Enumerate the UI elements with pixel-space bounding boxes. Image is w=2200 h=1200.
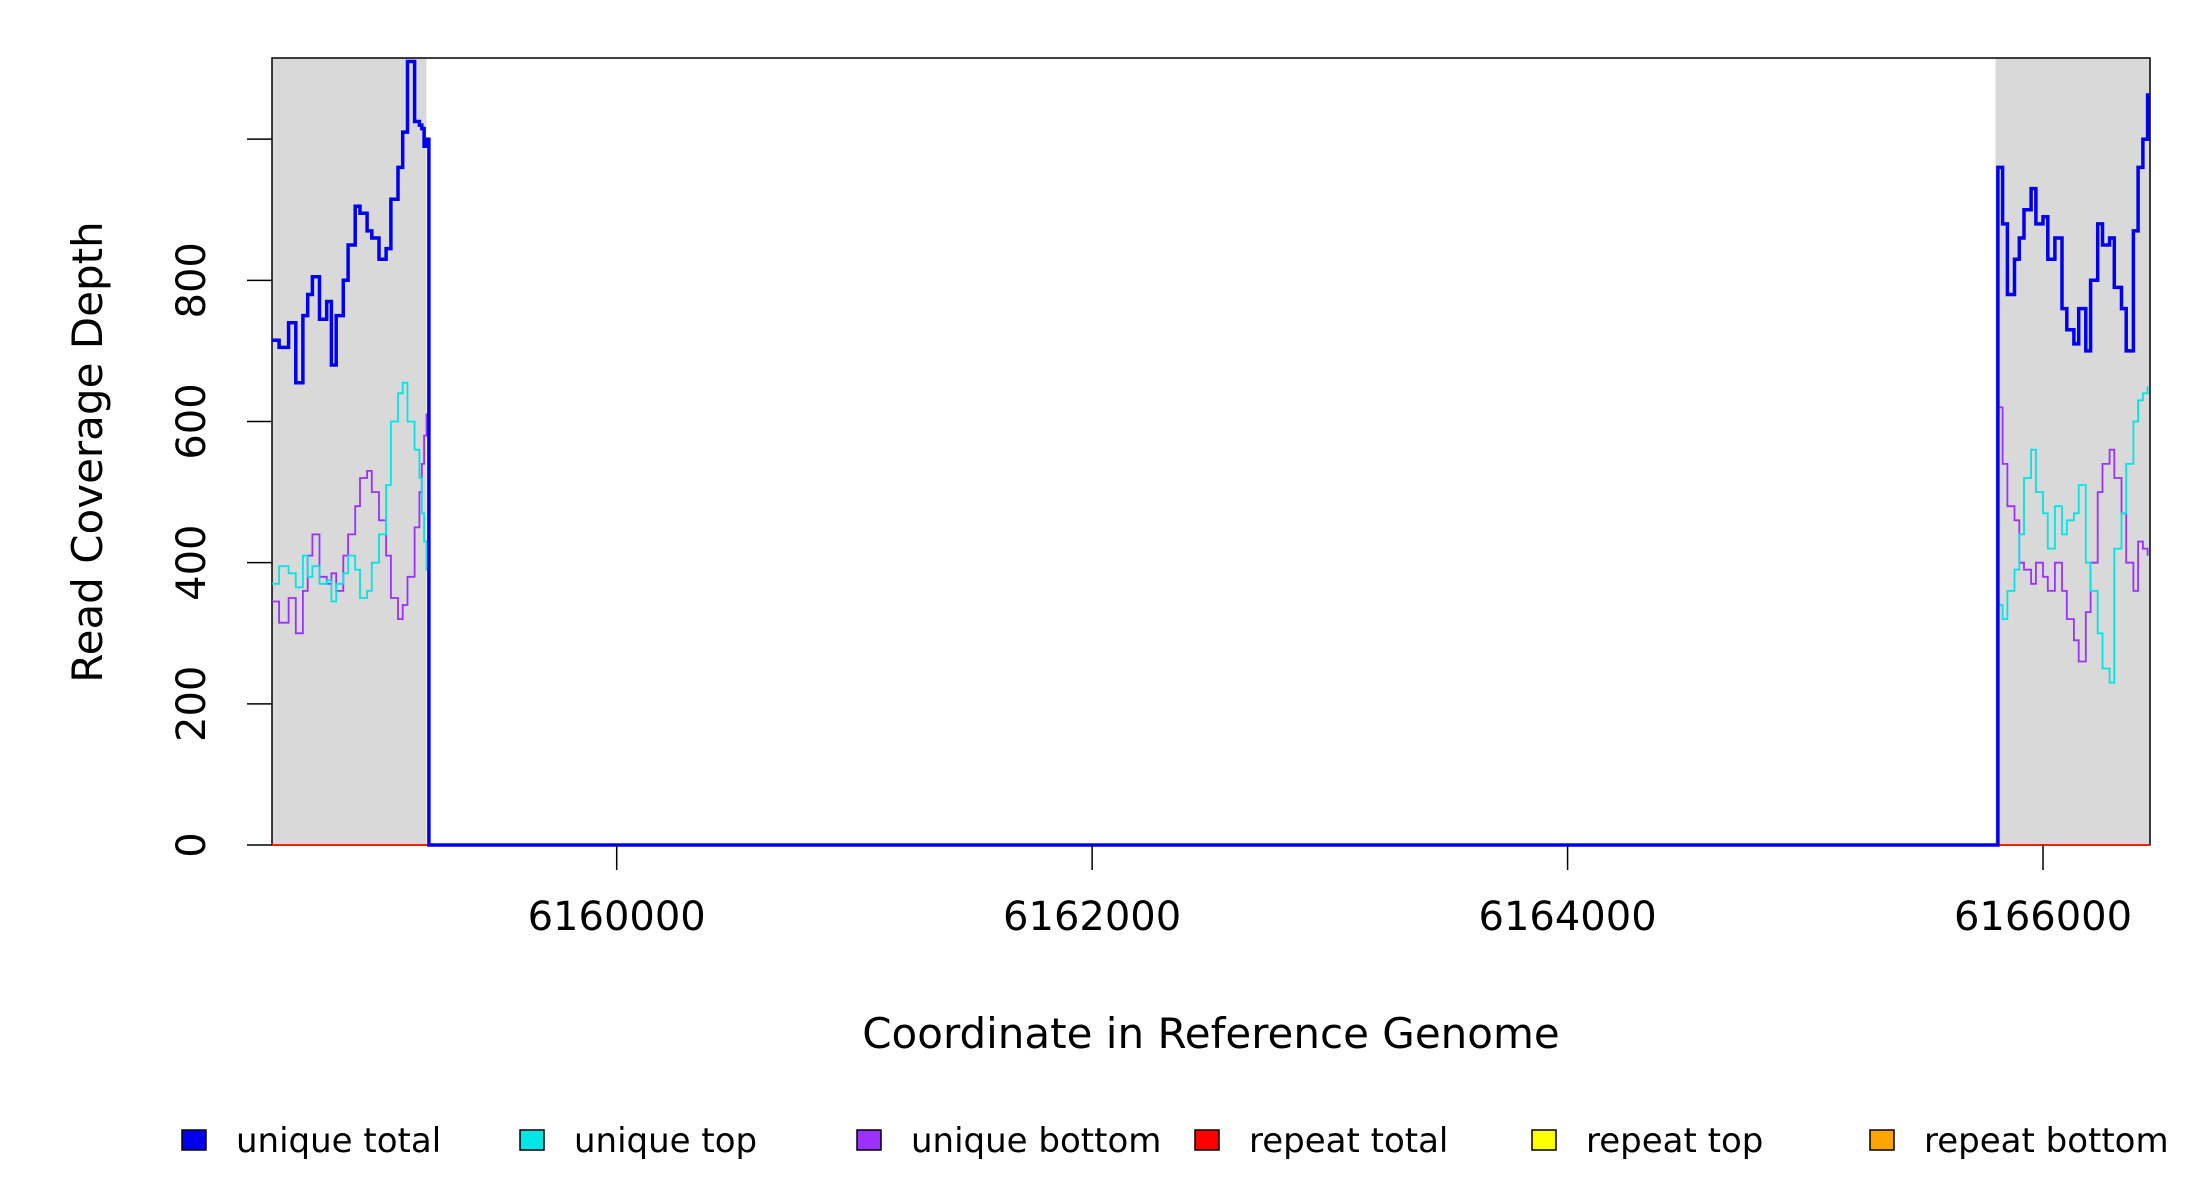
x-tick-label: 6164000 (1479, 894, 1657, 940)
series-line-unique-total (272, 59, 2150, 847)
x-tick-label: 6162000 (1003, 894, 1181, 940)
plot-frame (271, 57, 2151, 846)
y-tick-label: 600 (169, 383, 215, 459)
legend-label-unique-bottom: unique bottom (911, 1121, 1161, 1161)
legend-label-unique-total: unique total (236, 1121, 441, 1161)
y-axis: 0 200 400 600 800 (169, 138, 272, 858)
y-tick-label: 400 (169, 524, 215, 600)
legend-label-unique-top: unique top (574, 1121, 757, 1161)
shaded-region-1 (272, 58, 427, 845)
x-axis-title: Coordinate in Reference Genome (862, 1009, 1560, 1058)
x-tick-label: 6160000 (528, 894, 706, 940)
x-tick-label: 6166000 (1954, 894, 2132, 940)
y-tick-label: 800 (169, 242, 215, 318)
series-lines (272, 59, 2150, 847)
x-axis: 6160000 6162000 6164000 6166000 (528, 845, 2132, 940)
legend-label-repeat-total: repeat total (1249, 1121, 1448, 1161)
series-line-unique-bottom (272, 406, 2149, 846)
y-axis-title: Read Coverage Depth (63, 221, 112, 682)
y-tick-label: 200 (169, 666, 215, 742)
y-tick-label: 0 (169, 832, 215, 857)
legend: unique total unique top unique bottom repea… (181, 1121, 2169, 1161)
legend-swatch-repeat-bottom (1869, 1129, 1895, 1151)
shaded-regions (272, 58, 2150, 845)
legend-swatch-unique-total (181, 1129, 207, 1151)
legend-swatch-unique-bottom (856, 1129, 882, 1151)
legend-swatch-repeat-total (1194, 1129, 1220, 1151)
legend-label-repeat-top: repeat top (1586, 1121, 1763, 1161)
series-line-unique-top (272, 381, 2149, 846)
shaded-region-2 (1995, 58, 2150, 845)
legend-label-repeat-bottom: repeat bottom (1924, 1121, 2169, 1161)
legend-swatch-unique-top (519, 1129, 545, 1151)
legend-swatch-repeat-top (1531, 1129, 1557, 1151)
